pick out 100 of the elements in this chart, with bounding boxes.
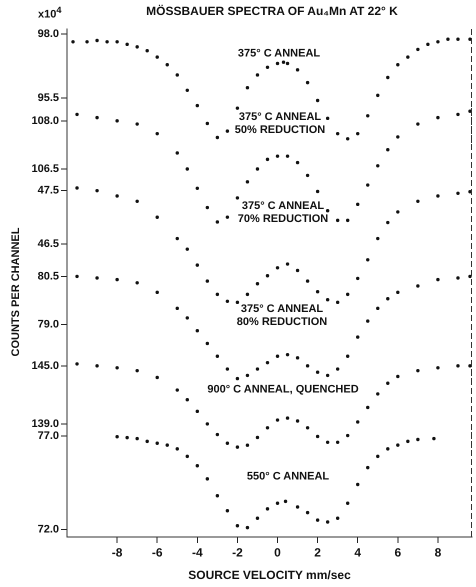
point bbox=[306, 364, 310, 368]
point bbox=[186, 454, 189, 458]
point bbox=[356, 276, 360, 280]
x-tick-label: -6 bbox=[152, 546, 163, 560]
point bbox=[376, 94, 380, 98]
point bbox=[456, 276, 460, 280]
point bbox=[286, 262, 290, 266]
point bbox=[156, 55, 159, 59]
point bbox=[396, 290, 400, 294]
point bbox=[386, 148, 390, 152]
point bbox=[386, 447, 390, 451]
point bbox=[306, 279, 310, 283]
point bbox=[196, 263, 200, 267]
point bbox=[346, 137, 350, 140]
point bbox=[306, 80, 310, 84]
point bbox=[436, 116, 440, 120]
point bbox=[356, 335, 360, 339]
point bbox=[246, 86, 250, 90]
point bbox=[296, 68, 300, 72]
point bbox=[376, 454, 380, 458]
point bbox=[166, 443, 169, 447]
point bbox=[256, 282, 260, 286]
annotation: 375° C ANNEAL bbox=[238, 48, 320, 60]
point bbox=[396, 374, 400, 378]
point bbox=[456, 38, 460, 41]
point bbox=[236, 524, 240, 528]
point bbox=[366, 406, 370, 410]
point bbox=[266, 360, 270, 364]
point bbox=[366, 114, 370, 118]
point bbox=[336, 218, 340, 222]
point bbox=[356, 420, 360, 424]
y-tick-label: 106.5 bbox=[31, 163, 59, 176]
y-tick-label: 145.0 bbox=[31, 360, 59, 372]
point bbox=[115, 366, 119, 370]
point bbox=[216, 354, 220, 358]
point bbox=[226, 442, 230, 445]
point bbox=[186, 88, 189, 92]
point bbox=[135, 200, 139, 203]
point bbox=[346, 354, 350, 358]
point bbox=[416, 284, 420, 288]
point bbox=[446, 38, 450, 41]
point bbox=[176, 388, 179, 392]
point bbox=[316, 98, 320, 102]
point bbox=[246, 443, 250, 447]
point bbox=[206, 206, 210, 210]
chart-title: MÖSSBAUER SPECTRA OF Au₄Mn AT 22° K bbox=[146, 4, 398, 18]
point bbox=[95, 188, 99, 192]
point bbox=[416, 200, 420, 203]
point bbox=[246, 374, 250, 378]
point bbox=[216, 292, 220, 296]
point bbox=[166, 63, 169, 66]
point bbox=[95, 116, 99, 120]
point bbox=[236, 106, 240, 110]
point bbox=[306, 174, 310, 178]
point bbox=[176, 151, 179, 155]
point bbox=[256, 436, 260, 440]
point bbox=[296, 505, 300, 509]
y-tick-label: 108.0 bbox=[31, 114, 59, 127]
point bbox=[286, 416, 290, 420]
point bbox=[115, 40, 119, 44]
point bbox=[306, 426, 310, 430]
point bbox=[196, 464, 200, 468]
point bbox=[336, 440, 340, 444]
point bbox=[125, 42, 129, 46]
point bbox=[125, 436, 129, 440]
point bbox=[286, 62, 290, 66]
point bbox=[386, 220, 390, 224]
point bbox=[186, 316, 189, 320]
point bbox=[196, 328, 200, 332]
point bbox=[376, 236, 380, 240]
point bbox=[346, 292, 350, 296]
point bbox=[456, 112, 460, 116]
point bbox=[176, 306, 179, 310]
point bbox=[186, 167, 189, 171]
point bbox=[406, 440, 410, 444]
x-tick-label: 8 bbox=[434, 546, 442, 560]
point bbox=[95, 364, 99, 368]
point bbox=[416, 48, 420, 52]
point bbox=[135, 368, 139, 372]
point bbox=[296, 160, 300, 164]
point bbox=[296, 356, 300, 360]
point bbox=[296, 268, 300, 272]
point bbox=[216, 494, 220, 498]
point bbox=[95, 276, 99, 280]
annotation: 550° C ANNEAL bbox=[246, 470, 330, 484]
point bbox=[206, 477, 210, 481]
point bbox=[256, 516, 260, 520]
point bbox=[276, 502, 280, 505]
point bbox=[186, 398, 189, 402]
point bbox=[286, 352, 290, 356]
point bbox=[336, 132, 340, 136]
y-tick-label: 72.0 bbox=[38, 524, 59, 536]
x-tick-label: 4 bbox=[354, 546, 362, 560]
point bbox=[336, 367, 340, 371]
point bbox=[176, 236, 179, 240]
point bbox=[366, 183, 370, 187]
point bbox=[75, 362, 79, 366]
point bbox=[206, 122, 210, 126]
y-tick-label: 80.5 bbox=[38, 270, 59, 282]
point bbox=[156, 376, 159, 380]
